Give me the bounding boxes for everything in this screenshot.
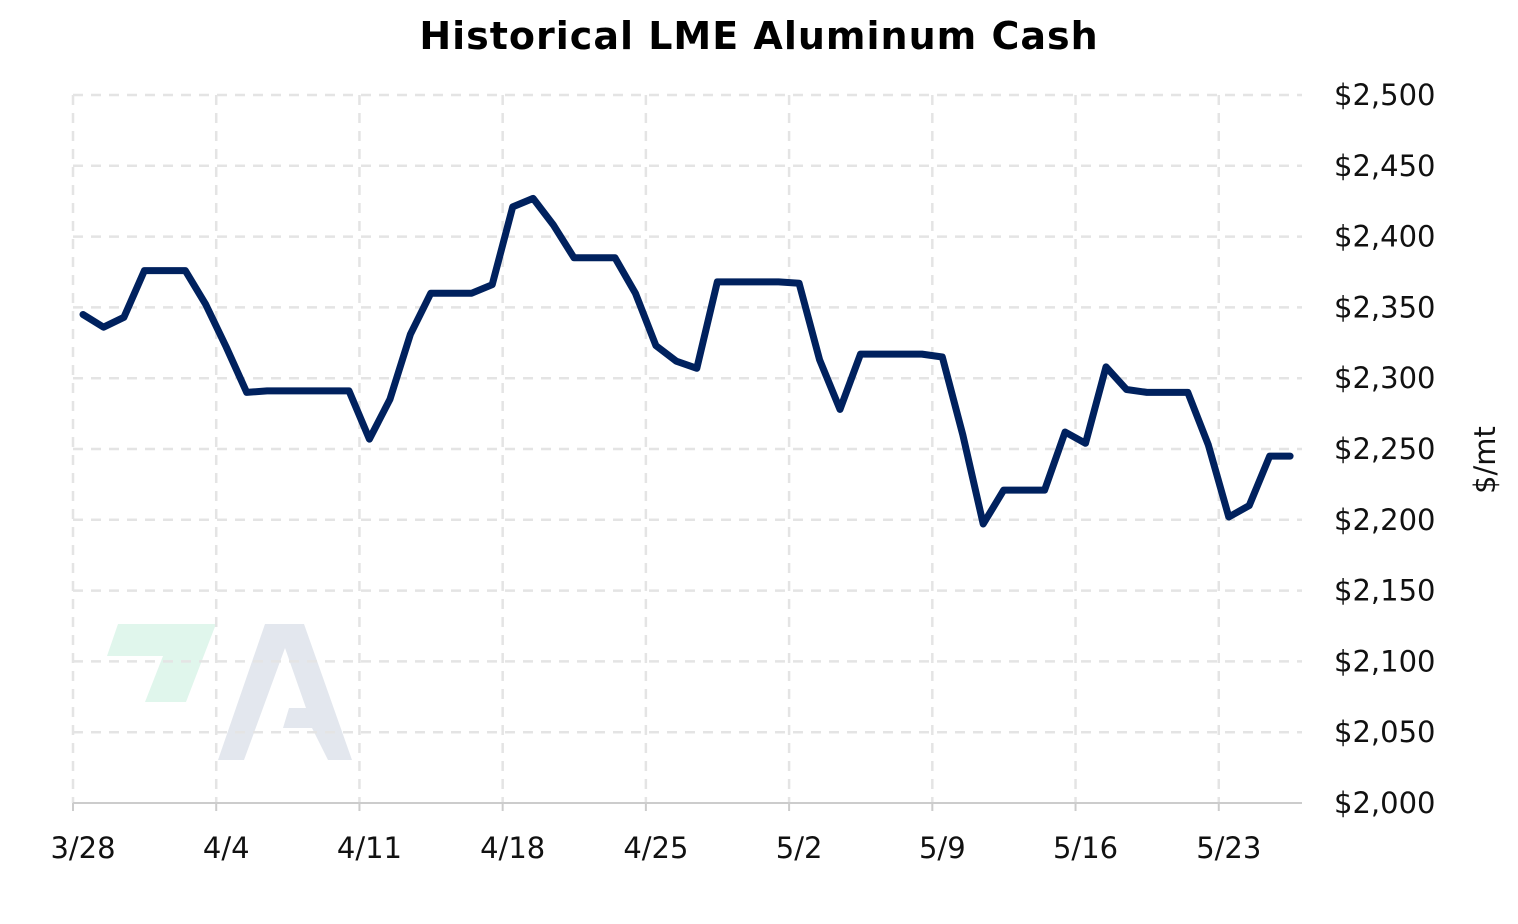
y-tick-label: $2,450: [1334, 149, 1435, 183]
chart-title: Historical LME Aluminum Cash: [419, 14, 1099, 58]
tick-labels: $2,000 $2,050 $2,100 $2,150 $2,200 $2,250 $2,3…: [50, 78, 1435, 865]
y-tick-label: $2,350: [1334, 290, 1435, 324]
x-tick-label: 4/25: [623, 831, 688, 865]
y-tick-label: $2,300: [1334, 361, 1435, 395]
x-tick-label: 3/28: [50, 831, 115, 865]
grid: [71, 93, 1302, 803]
y-tick-label: $2,050: [1334, 715, 1435, 749]
y-axis-label: $/mt: [1468, 426, 1502, 494]
y-tick-label: $2,400: [1334, 220, 1435, 254]
y-tick-label: $2,500: [1334, 78, 1435, 112]
x-tick-label: 5/9: [919, 831, 966, 865]
x-tick-label: 4/18: [480, 831, 545, 865]
x-tick-label: 4/4: [203, 831, 250, 865]
y-tick-label: $2,000: [1334, 786, 1435, 820]
axes: [72, 802, 1302, 811]
x-tick-label: 5/2: [776, 831, 823, 865]
y-tick-label: $2,250: [1334, 432, 1435, 466]
y-tick-label: $2,200: [1334, 503, 1435, 537]
x-tick-label: 5/16: [1053, 831, 1118, 865]
x-tick-label: 4/11: [337, 831, 402, 865]
x-tick-label: 5/23: [1196, 831, 1261, 865]
watermark-logo: [107, 624, 352, 760]
series-line: [79, 194, 1294, 528]
y-tick-label: $2,150: [1334, 574, 1435, 608]
series: [79, 194, 1294, 528]
y-tick-label: $2,100: [1334, 644, 1435, 678]
